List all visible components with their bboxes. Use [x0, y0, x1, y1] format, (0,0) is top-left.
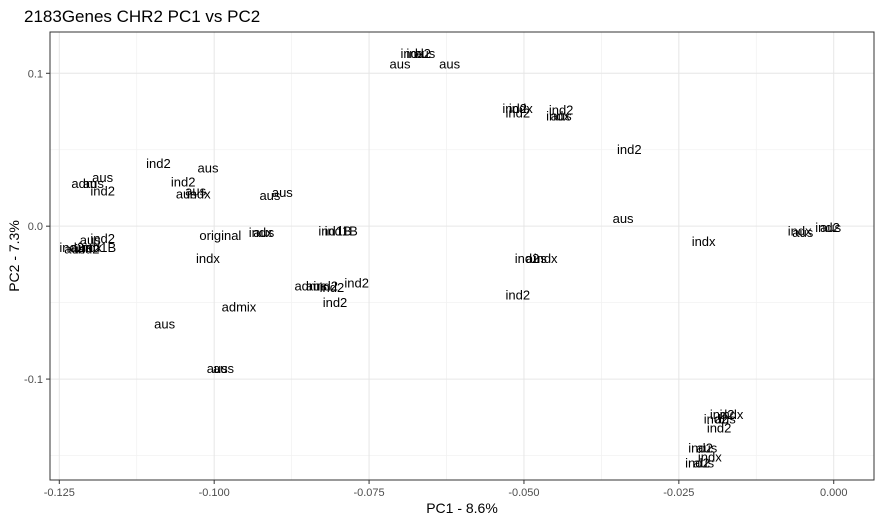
- data-point-label: ind2: [502, 101, 527, 116]
- x-axis-title: PC1 - 8.6%: [426, 500, 498, 516]
- data-point-label: aus: [259, 188, 280, 203]
- data-point-label: aus: [526, 251, 547, 266]
- data-point-label: aus: [414, 46, 435, 61]
- x-tick-label: -0.050: [508, 487, 539, 499]
- data-point-label: indx: [720, 407, 744, 422]
- x-tick-label: 0.000: [820, 487, 848, 499]
- data-point-label: aus: [696, 440, 717, 455]
- x-tick-label: -0.075: [353, 487, 384, 499]
- data-point-label: ind2: [344, 275, 369, 290]
- data-point-label: ind2: [617, 142, 642, 157]
- data-point-label: indx: [788, 223, 812, 238]
- data-point-label: aus: [213, 361, 234, 376]
- data-point-label: aus: [253, 225, 274, 240]
- x-tick-label: -0.125: [44, 487, 75, 499]
- data-point-label: aus: [306, 278, 327, 293]
- y-axis: -0.1 0.0 0.1: [24, 68, 50, 386]
- data-point-label: ind2: [704, 411, 729, 426]
- data-point-label: ind2: [320, 280, 345, 295]
- data-point-label: indx: [401, 46, 425, 61]
- data-point-label: aus: [390, 57, 411, 72]
- data-point-label: ind2: [505, 287, 530, 302]
- data-point-label: aus: [198, 161, 219, 176]
- major-gridlines: [50, 32, 874, 480]
- data-point-label: original: [199, 228, 241, 243]
- data-point-label: aus: [185, 184, 206, 199]
- data-point-label: ind2: [59, 240, 84, 255]
- data-point-label: indx: [692, 234, 716, 249]
- data-point-label: ind2: [815, 220, 840, 235]
- data-point-label: aus: [613, 211, 634, 226]
- data-point-label: aus: [80, 232, 101, 247]
- data-point-label: ind2: [313, 278, 338, 293]
- data-point-label: ind2: [171, 174, 196, 189]
- plot-panel-border: [49, 31, 875, 481]
- data-point-label: indx: [196, 251, 220, 266]
- data-point-label: aus: [272, 185, 293, 200]
- data-point-label: ind2: [707, 421, 732, 436]
- data-point-label: indx: [546, 109, 570, 124]
- data-point-label: indx: [249, 225, 273, 240]
- data-point-label: indx: [509, 101, 533, 116]
- x-tick-label: -0.100: [199, 487, 230, 499]
- data-point-label: ind2: [515, 251, 540, 266]
- data-point-label: ind1B: [318, 223, 351, 238]
- y-tick-label: 0.0: [28, 221, 43, 233]
- data-point-label: admix: [222, 300, 257, 315]
- data-point-label: ind2: [75, 242, 100, 257]
- data-point-label: aus: [70, 240, 91, 255]
- data-point-label: aus: [207, 361, 228, 376]
- data-point-label: indx: [698, 450, 722, 465]
- data-point-label: aus: [551, 109, 572, 124]
- data-point-label: ind2: [90, 231, 115, 246]
- data-point-label: aus: [693, 456, 714, 471]
- data-point-label: ind2: [710, 407, 735, 422]
- data-point-label: ind1B: [325, 223, 358, 238]
- data-point-label: adm: [294, 278, 319, 293]
- data-point-label: aus: [92, 170, 113, 185]
- data-point-label: ind2: [549, 102, 574, 117]
- data-point-label: ind2: [146, 156, 171, 171]
- data-point-label: indx: [534, 251, 558, 266]
- x-tick-label: -0.025: [663, 487, 694, 499]
- data-point-label: ind1B: [83, 240, 116, 255]
- data-point-label: aus: [792, 225, 813, 240]
- data-point-label: ind2: [505, 106, 530, 121]
- data-point-label: aus: [83, 176, 104, 191]
- data-point-label: adm: [71, 176, 96, 191]
- data-point-label: aus: [64, 242, 85, 257]
- data-point-label: ind2: [323, 295, 348, 310]
- y-tick-label: 0.1: [28, 68, 43, 80]
- data-point-label: aus: [715, 411, 736, 426]
- data-point-label: ind2: [406, 46, 431, 61]
- y-axis-title: PC2 - 7.3%: [6, 220, 22, 292]
- y-tick-label: -0.1: [24, 374, 43, 386]
- data-point-label: aus: [439, 57, 460, 72]
- data-point-label: aus: [820, 220, 841, 235]
- chart-title: 2183Genes CHR2 PC1 vs PC2: [24, 7, 260, 26]
- data-point-label: aus: [154, 317, 175, 332]
- data-point-label: ind2: [685, 456, 710, 471]
- minor-gridlines: [50, 32, 874, 480]
- x-axis: -0.125 -0.100 -0.075 -0.050 -0.025 0.000: [44, 480, 848, 499]
- data-point-label: indx: [187, 187, 211, 202]
- data-point-label: aus: [176, 187, 197, 202]
- data-point-label: indx: [78, 240, 102, 255]
- data-point-label: ind2: [90, 184, 115, 199]
- data-point-label: ind2: [688, 440, 713, 455]
